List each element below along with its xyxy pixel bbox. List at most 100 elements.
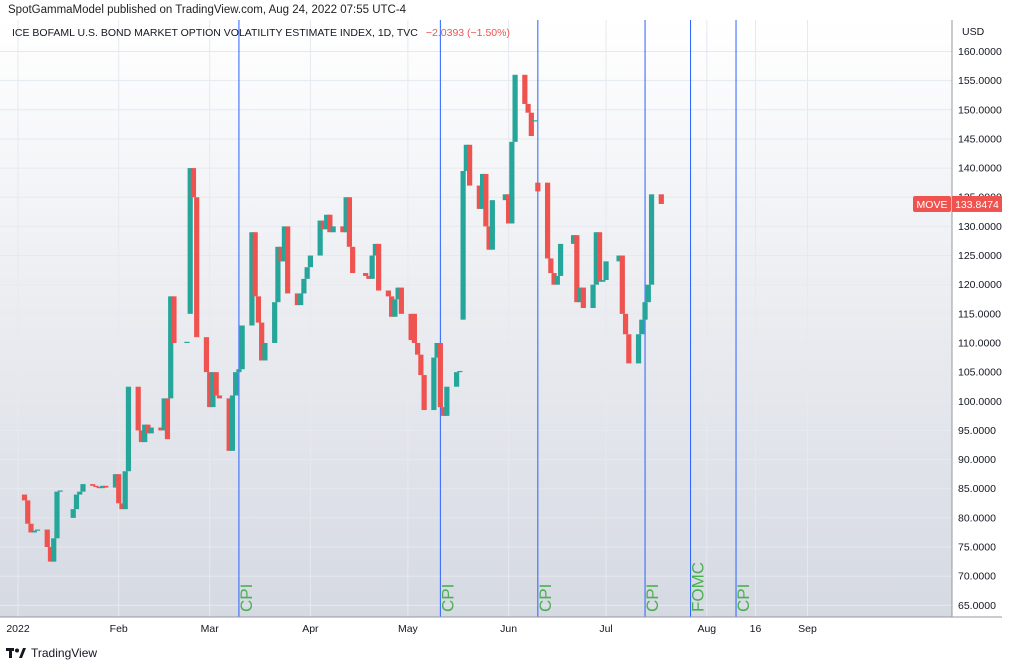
y-tick-label: 120.0000: [958, 279, 1002, 291]
candle: [194, 197, 200, 338]
candle: [525, 103, 531, 113]
candle: [658, 194, 664, 204]
x-tick-label: Aug: [697, 623, 716, 635]
candle: [320, 220, 327, 230]
candle: [600, 280, 606, 282]
candle: [34, 529, 41, 531]
candle: [239, 325, 245, 370]
price-axis-background: [952, 20, 1002, 637]
move-index-chart[interactable]: CPI CPI CPI CPI FOMC CPI 160.0000 155.0000 150.…: [0, 20, 1002, 637]
candle: [103, 485, 109, 488]
candle: [502, 194, 508, 201]
candle: [385, 290, 391, 297]
y-tick-label: 130.0000: [958, 221, 1002, 233]
candle: [645, 284, 651, 303]
candle: [467, 144, 473, 186]
candle: [398, 287, 404, 314]
event-label: CPI: [536, 584, 555, 612]
x-tick-label: Mar: [201, 623, 220, 635]
candle: [262, 342, 268, 361]
candle: [512, 74, 518, 142]
candle: [366, 275, 372, 279]
candle: [577, 287, 583, 303]
candle: [31, 530, 37, 533]
candle: [372, 243, 378, 256]
candle: [486, 226, 492, 250]
candle: [509, 141, 515, 224]
candle: [259, 322, 265, 361]
event-label: CPI: [643, 584, 662, 612]
y-tick-label: 80.0000: [958, 512, 996, 524]
candle: [460, 171, 466, 320]
footer: TradingView: [6, 644, 97, 662]
candle: [580, 287, 586, 309]
event-label: FOMC: [689, 562, 708, 612]
candle: [327, 214, 333, 233]
candle: [51, 538, 57, 562]
change-value: −2.0393 (−1.50%): [426, 27, 510, 39]
candle: [272, 302, 278, 343]
candle: [93, 485, 99, 488]
candle: [207, 372, 213, 408]
tradingview-label: TradingView: [31, 646, 98, 660]
candle: [122, 471, 128, 510]
candle: [408, 313, 414, 341]
y-tick-label: 65.0000: [958, 600, 996, 612]
candle: [642, 302, 648, 320]
y-tick-label: 115.0000: [958, 308, 1001, 320]
candle: [77, 491, 83, 495]
candle: [635, 334, 642, 364]
candle: [570, 235, 577, 244]
candle: [434, 342, 440, 358]
x-tick-label: Feb: [110, 623, 128, 635]
y-tick-label: 105.0000: [958, 367, 1002, 379]
candle: [369, 255, 375, 279]
y-tick-label: 155.0000: [958, 75, 1002, 87]
candle: [616, 255, 622, 262]
candle: [376, 243, 382, 291]
candle: [112, 474, 119, 488]
candle: [145, 424, 151, 434]
candle: [96, 486, 102, 489]
currency-label: USD: [962, 26, 985, 38]
candle: [480, 173, 486, 209]
y-tick-label: 125.0000: [958, 250, 1002, 262]
candle: [236, 369, 242, 373]
candle: [28, 523, 34, 533]
candle: [363, 273, 369, 276]
price-tag-name-box: [913, 195, 951, 212]
x-tick-label: Jul: [599, 623, 612, 635]
y-tick-label: 90.0000: [958, 454, 996, 466]
candle: [395, 287, 401, 300]
candle: [216, 395, 223, 399]
candle: [505, 194, 512, 224]
candle: [454, 372, 460, 387]
candle: [275, 246, 281, 303]
candle: [639, 319, 645, 335]
candle: [278, 246, 284, 262]
y-tick-label: 110.0000: [958, 337, 1001, 349]
event-labels: CPI CPI CPI CPI FOMC CPI: [237, 562, 753, 612]
candle: [304, 267, 310, 279]
candle: [437, 342, 443, 408]
candle: [54, 491, 60, 539]
candle: [648, 194, 655, 285]
candle: [187, 168, 193, 314]
candle: [148, 427, 154, 434]
price-tag-value-box: [952, 195, 1002, 212]
candle: [528, 112, 534, 137]
y-tick-label: 140.0000: [958, 163, 1002, 175]
candle: [489, 200, 495, 250]
y-tick-label: 145.0000: [958, 133, 1002, 145]
candle: [210, 372, 216, 408]
y-tick-label: 85.0000: [958, 483, 996, 495]
candles[interactable]: [21, 74, 664, 562]
candle: [301, 278, 307, 294]
candle: [463, 144, 469, 172]
candle: [330, 226, 336, 233]
candle: [229, 395, 236, 451]
candle: [252, 232, 258, 297]
candle: [164, 398, 171, 440]
chart-title: ICE BOFAML U.S. BOND MARKET OPTION VOLAT…: [12, 27, 418, 39]
event-label: CPI: [438, 584, 457, 612]
